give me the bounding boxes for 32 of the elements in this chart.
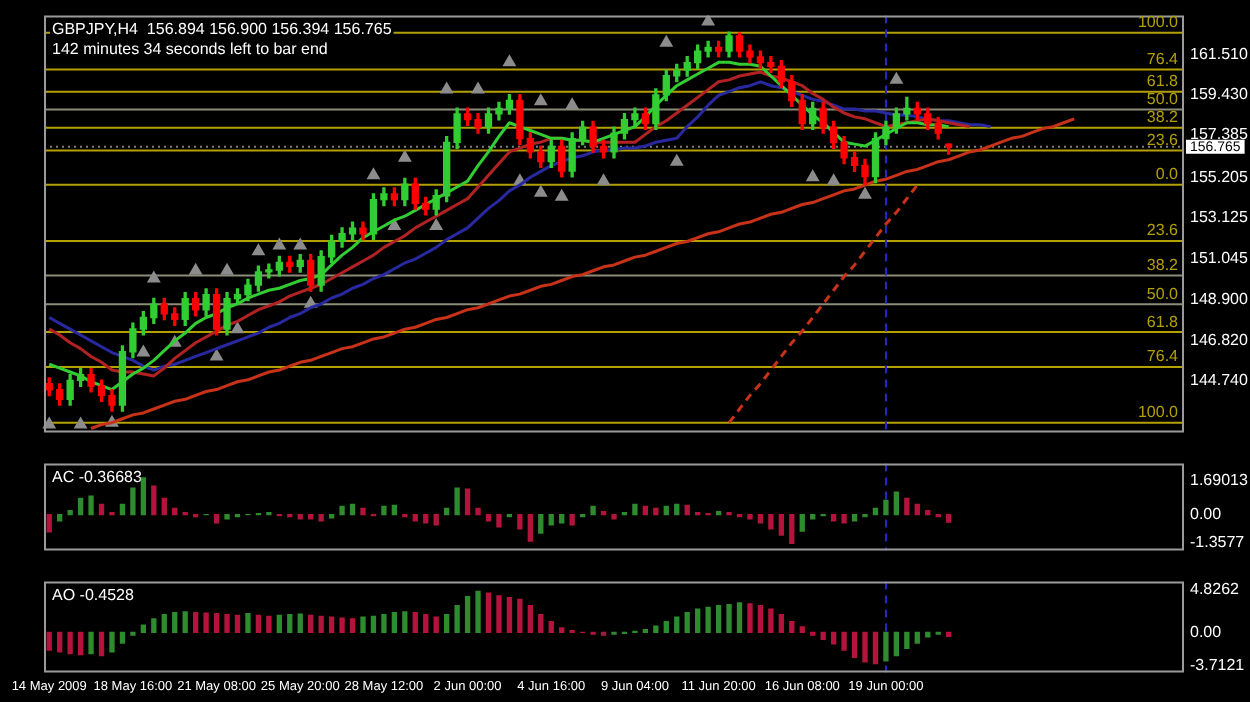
annotation: 38.2: [1146, 108, 1180, 127]
chart-title: AC -0.36683: [52, 468, 143, 487]
annotation: 23.6: [1146, 221, 1180, 240]
y-tick-label: 0.00: [1190, 622, 1223, 641]
y-tick-label: 153.125: [1190, 208, 1249, 227]
y-tick-label: 4.8262: [1190, 579, 1241, 598]
annotation: 23.6: [1146, 130, 1180, 149]
annotation: 38.2: [1146, 256, 1180, 275]
y-tick-label: 144.740: [1190, 371, 1249, 390]
y-tick-label: 146.820: [1190, 330, 1249, 349]
y-tick-label: -1.3577: [1190, 532, 1246, 551]
y-tick-label: 148.900: [1190, 290, 1249, 309]
y-tick-label: 151.045: [1190, 248, 1249, 267]
y-tick-label: 0.00: [1190, 505, 1223, 524]
annotation: 100.0: [1137, 13, 1180, 32]
annotation: 76.4: [1146, 347, 1180, 366]
annotation: 0.0: [1155, 165, 1180, 184]
y-tick-label: 155.205: [1190, 167, 1249, 186]
y-tick-label: -3.7121: [1190, 655, 1246, 674]
annotation: 61.8: [1146, 312, 1180, 331]
annotation: 50.0: [1146, 284, 1180, 303]
annotation: 76.4: [1146, 49, 1180, 68]
y-tick-label: 159.430: [1190, 85, 1249, 104]
y-tick-label: 1.69013: [1190, 470, 1249, 489]
annotation: 100.0: [1137, 403, 1180, 422]
chart-title: GBPJPY,H4 156.894 156.900 156.394 156.765: [52, 20, 393, 39]
text: 142 minutes 34 seconds left to bar end: [52, 40, 328, 59]
y-tick-label: 157.385: [1190, 125, 1249, 144]
chart-title: AO -0.4528: [52, 586, 135, 605]
y-tick-label: 161.510: [1190, 44, 1249, 63]
annotation: 61.8: [1146, 72, 1180, 91]
annotation: 50.0: [1146, 89, 1180, 108]
